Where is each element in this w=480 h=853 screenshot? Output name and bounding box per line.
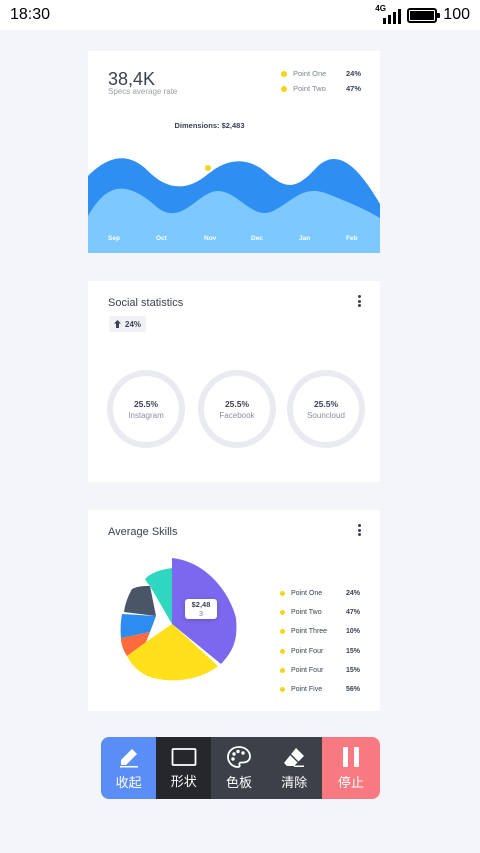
drawing-toolbar: 收起 形状 色板 清除 停止	[101, 737, 380, 799]
network-type: 4G	[375, 4, 386, 13]
shape-button[interactable]: 形状	[156, 737, 212, 799]
social-ring-souncloud: 25.5% Souncloud	[287, 370, 365, 448]
social-card: Social statistics 24% 25.5% Instagram 25…	[88, 281, 380, 482]
signal-icon: 4G	[375, 4, 402, 24]
palette-label: 色板	[226, 774, 253, 790]
status-right: 4G 100	[375, 4, 470, 24]
legend-dot-icon	[280, 687, 285, 692]
wave-tooltip: Dimensions: $2,483	[174, 121, 245, 130]
clear-label: 清除	[281, 774, 308, 790]
skills-pie-chart	[120, 558, 237, 681]
skills-legend-item: Point Two 47%	[280, 609, 360, 616]
skills-legend-item: Point Five 56%	[280, 686, 360, 693]
arrow-up-icon	[114, 320, 121, 328]
wave-chart	[88, 158, 380, 253]
pie-slice	[124, 586, 156, 616]
social-more-icon[interactable]	[356, 295, 362, 307]
legend-dot-icon	[280, 591, 285, 596]
specs-card: 38,4K Specs average rate Point One 24% P…	[88, 51, 380, 253]
legend-dot-icon	[280, 649, 285, 654]
clear-button[interactable]: 清除	[266, 737, 322, 799]
month-label: Sep	[108, 235, 120, 242]
social-ring-facebook: 25.5% Facebook	[198, 370, 276, 448]
collapse-button[interactable]: 收起	[101, 737, 157, 799]
stop-label: 停止	[337, 774, 364, 790]
pie-slice	[121, 632, 150, 656]
status-time: 18:30	[10, 6, 51, 23]
legend-dot-icon	[281, 70, 287, 77]
pie-slice	[120, 614, 156, 638]
pie-slice	[145, 568, 172, 624]
wave-front-area	[88, 188, 380, 253]
specs-label: Specs average rate	[108, 87, 178, 96]
battery-icon	[407, 7, 441, 23]
battery-level: 100	[443, 6, 470, 23]
month-label: Oct	[156, 235, 167, 242]
social-ring-instagram: 25.5% Instagram	[107, 370, 185, 448]
pie-slice	[127, 624, 218, 681]
skills-legend-item: Point Three 10%	[280, 628, 360, 635]
pie-tooltip: $2,48 3	[185, 599, 217, 619]
pencil-icon	[119, 748, 138, 767]
month-label: Feb	[346, 235, 358, 242]
social-title: Social statistics	[108, 297, 184, 309]
month-label: Nov	[204, 235, 217, 242]
skills-more-icon[interactable]	[356, 524, 362, 536]
status-bar: 18:30 4G 100	[0, 0, 480, 30]
legend-dot-icon	[280, 629, 285, 634]
specs-value: 38,4K	[108, 69, 156, 89]
legend-dot-icon	[280, 668, 285, 673]
rectangle-icon	[171, 747, 197, 766]
collapse-label: 收起	[115, 774, 142, 790]
wave-marker-icon	[203, 163, 213, 173]
skills-legend-item: Point One 24%	[280, 590, 360, 597]
skills-card: Average Skills $2,48 3 Point One 24% Poi…	[88, 510, 380, 711]
palette-button[interactable]: 色板	[211, 737, 267, 799]
pause-icon	[342, 746, 359, 767]
eraser-icon	[284, 747, 305, 767]
month-label: Dec	[251, 235, 263, 242]
shape-label: 形状	[170, 773, 197, 789]
skills-title: Average Skills	[108, 526, 178, 538]
palette-icon	[227, 745, 251, 768]
skills-legend-item: Point Four 15%	[280, 667, 360, 674]
legend-dot-icon	[281, 85, 287, 92]
month-label: Jan	[299, 235, 311, 242]
specs-legend-item: Point Two 47%	[281, 84, 361, 93]
skills-legend-item: Point Four 15%	[280, 648, 360, 655]
legend-dot-icon	[280, 610, 285, 615]
specs-legend-item: Point One 24%	[281, 69, 361, 78]
stop-button[interactable]: 停止	[321, 737, 380, 799]
social-badge: 24%	[109, 316, 147, 332]
